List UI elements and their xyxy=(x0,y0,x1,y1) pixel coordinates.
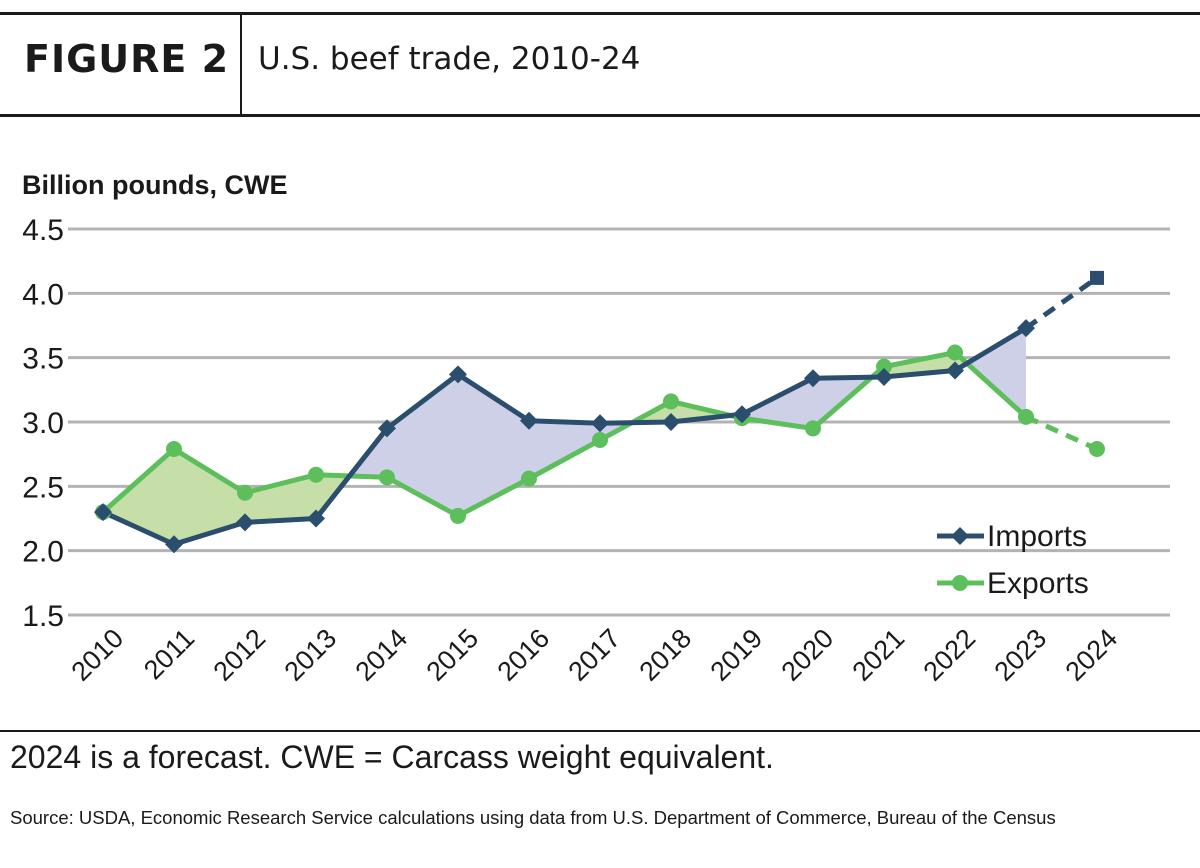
difference-fill xyxy=(529,420,600,479)
beef-trade-chart: Billion pounds, CWE 1.5 2.0 2.5 3.0 3.5 4.0 4.… xyxy=(22,170,1170,687)
legend-marker-diamond xyxy=(951,527,969,545)
x-tick-label: 2016 xyxy=(492,623,556,687)
source-note: Source: USDA, Economic Research Service … xyxy=(10,807,1056,828)
figure-label: FIGURE 2 xyxy=(24,37,230,81)
x-tick-label: 2023 xyxy=(989,623,1053,687)
x-tick-label: 2021 xyxy=(847,623,911,687)
exports-point xyxy=(947,344,963,361)
imports-point xyxy=(520,411,538,430)
exports-point xyxy=(876,358,892,375)
x-tick-label: 2018 xyxy=(634,623,698,687)
y-axis-ticks: 1.5 2.0 2.5 3.0 3.5 4.0 4.5 xyxy=(22,214,64,633)
legend-label: Imports xyxy=(987,520,1087,553)
x-tick-label: 2010 xyxy=(66,623,130,687)
exports-point xyxy=(450,507,466,524)
header-bottom-rule xyxy=(0,114,1200,117)
exports-point xyxy=(663,393,679,410)
series-lines xyxy=(100,275,1099,547)
x-tick-label: 2015 xyxy=(421,623,485,687)
y-tick-label: 4.0 xyxy=(22,278,64,311)
imports-point xyxy=(378,419,396,438)
exports-point xyxy=(308,466,324,483)
x-tick-label: 2020 xyxy=(776,623,840,687)
forecast-note: 2024 is a forecast. CWE = Carcass weight… xyxy=(10,739,774,775)
x-axis-ticks: 2010 2011 2012 2013 2014 2015 2016 2017 2018 2019… xyxy=(66,623,1124,687)
exports-point xyxy=(1018,408,1034,425)
imports-point xyxy=(165,535,183,554)
difference-fill xyxy=(103,449,174,545)
exports-point xyxy=(166,441,182,458)
legend-marker-circle xyxy=(952,575,968,591)
header-divider xyxy=(240,15,242,114)
imports-point xyxy=(662,413,680,431)
imports-point xyxy=(946,361,964,380)
imports-forecast-line xyxy=(1024,275,1099,331)
exports-point xyxy=(805,420,821,437)
footer-rule xyxy=(0,730,1200,732)
x-tick-label: 2019 xyxy=(705,623,769,687)
imports-point xyxy=(449,365,467,384)
imports-line xyxy=(100,325,1029,547)
figure-title: U.S. beef trade, 2010-24 xyxy=(258,41,641,77)
imports-point xyxy=(804,369,822,388)
exports-forecast-line xyxy=(1024,414,1099,452)
difference-fill xyxy=(966,328,1026,417)
exports-point xyxy=(1089,441,1105,458)
imports-point xyxy=(94,503,112,522)
x-tick-label: 2013 xyxy=(279,623,343,687)
y-tick-label: 3.0 xyxy=(22,407,64,440)
imports-point xyxy=(307,509,325,528)
exports-point xyxy=(379,469,395,486)
x-tick-label: 2011 xyxy=(138,623,200,685)
y-tick-label: 4.5 xyxy=(22,214,64,247)
y-tick-label: 1.5 xyxy=(22,600,64,633)
x-tick-label: 2024 xyxy=(1060,623,1124,687)
difference-fill xyxy=(174,449,245,545)
x-tick-label: 2014 xyxy=(350,623,414,687)
difference-fill xyxy=(387,374,458,516)
y-tick-label: 3.5 xyxy=(22,343,64,376)
imports-point xyxy=(733,405,751,424)
x-tick-label: 2022 xyxy=(918,623,982,687)
legend: Imports Exports xyxy=(937,520,1089,600)
x-tick-label: 2017 xyxy=(563,623,627,687)
imports-point xyxy=(236,513,254,532)
exports-point xyxy=(592,432,608,449)
imports-point xyxy=(591,414,609,433)
difference-fill xyxy=(742,378,813,429)
series-markers xyxy=(94,270,1105,554)
imports-point xyxy=(1017,319,1035,338)
legend-label: Exports xyxy=(987,567,1089,600)
exports-point xyxy=(521,470,537,487)
imports-forecast-point xyxy=(1090,270,1104,285)
exports-point xyxy=(237,484,253,501)
y-axis-label: Billion pounds, CWE xyxy=(22,170,287,200)
y-tick-label: 2.0 xyxy=(22,536,64,569)
x-tick-label: 2012 xyxy=(208,623,272,687)
y-tick-label: 2.5 xyxy=(22,471,64,504)
imports-point xyxy=(875,367,893,386)
difference-fill xyxy=(245,474,316,523)
header-top-rule xyxy=(0,12,1200,15)
